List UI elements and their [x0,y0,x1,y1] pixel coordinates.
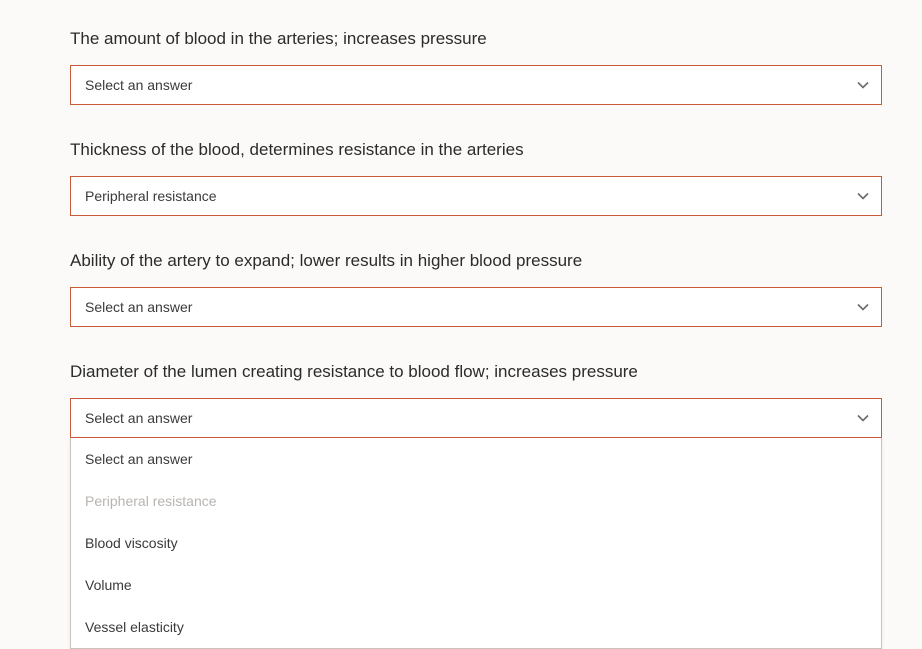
selected-value: Select an answer [85,77,192,93]
question-block-1: The amount of blood in the arteries; inc… [70,28,882,105]
answer-dropdown-4: Select an answer Peripheral resistance B… [70,437,882,649]
answer-select-1[interactable]: Select an answer [70,65,882,105]
question-prompt: Ability of the artery to expand; lower r… [70,250,882,273]
chevron-down-icon [855,77,871,93]
dropdown-option-placeholder[interactable]: Select an answer [71,438,881,480]
question-block-3: Ability of the artery to expand; lower r… [70,250,882,327]
answer-select-4[interactable]: Select an answer [70,398,882,438]
dropdown-option-vessel-elasticity[interactable]: Vessel elasticity [71,606,881,648]
question-block-2: Thickness of the blood, determines resis… [70,139,882,216]
dropdown-option-blood-viscosity[interactable]: Blood viscosity [71,522,881,564]
selected-value: Select an answer [85,299,192,315]
question-prompt: The amount of blood in the arteries; inc… [70,28,882,51]
chevron-down-icon [855,299,871,315]
question-prompt: Thickness of the blood, determines resis… [70,139,882,162]
chevron-down-icon [855,188,871,204]
chevron-down-icon [855,410,871,426]
answer-select-2[interactable]: Peripheral resistance [70,176,882,216]
question-prompt: Diameter of the lumen creating resistanc… [70,361,882,384]
selected-value: Select an answer [85,410,192,426]
dropdown-option-peripheral-resistance: Peripheral resistance [71,480,881,522]
dropdown-option-volume[interactable]: Volume [71,564,881,606]
selected-value: Peripheral resistance [85,188,217,204]
answer-select-3[interactable]: Select an answer [70,287,882,327]
question-block-4: Diameter of the lumen creating resistanc… [70,361,882,649]
